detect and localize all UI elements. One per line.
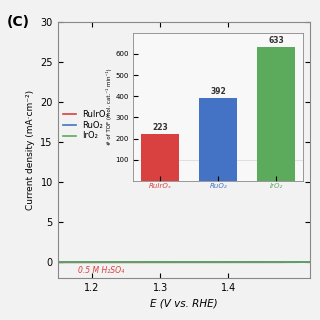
RuIrOₓ [308, 260, 312, 264]
X-axis label: E (V vs. RHE): E (V vs. RHE) [150, 299, 218, 309]
IrO₂ [308, 260, 312, 264]
RuO₂ [170, 260, 174, 264]
RuO₂ [225, 260, 228, 264]
RuIrOₓ [56, 260, 60, 264]
IrO₂ [205, 260, 209, 264]
RuO₂ [56, 260, 60, 264]
RuO₂ [100, 260, 104, 264]
IrO₂ [170, 260, 174, 264]
RuO₂ [121, 260, 124, 264]
Text: (C): (C) [7, 15, 30, 29]
RuO₂ [246, 260, 250, 264]
RuIrOₓ [100, 260, 104, 264]
RuIrOₓ [205, 260, 209, 264]
IrO₂ [121, 260, 124, 264]
IrO₂ [100, 260, 104, 264]
RuIrOₓ [121, 260, 124, 264]
IrO₂ [225, 260, 228, 264]
Text: 0.5 M H₂SO₄: 0.5 M H₂SO₄ [78, 266, 124, 275]
IrO₂ [246, 260, 250, 264]
RuO₂ [308, 260, 312, 264]
RuIrOₓ [225, 260, 228, 264]
RuO₂ [205, 260, 209, 264]
IrO₂ [56, 260, 60, 264]
Legend: RuIrOₓ, RuO₂, IrO₂: RuIrOₓ, RuO₂, IrO₂ [62, 108, 111, 142]
Y-axis label: Current density (mA·cm⁻²): Current density (mA·cm⁻²) [26, 90, 35, 211]
RuIrOₓ [246, 260, 250, 264]
RuIrOₓ [170, 260, 174, 264]
